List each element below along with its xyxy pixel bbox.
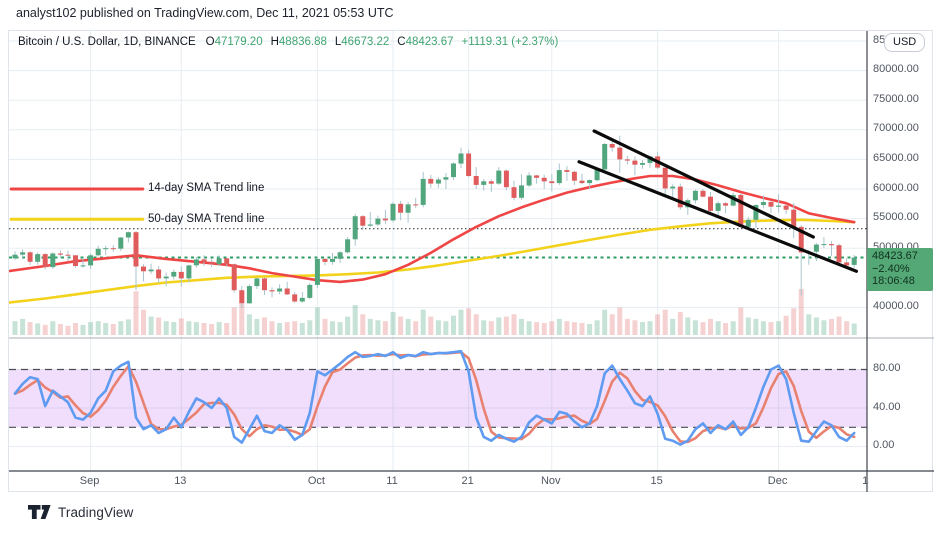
stochastic-tick-label: 0.00 xyxy=(873,439,895,451)
price-tick-label: 65000.00 xyxy=(873,151,919,164)
tradingview-logo[interactable]: TradingView xyxy=(28,505,133,520)
change-value: +1119.31 (+2.37%) xyxy=(461,36,559,48)
sma50-annotation-label: 50-day SMA Trend line xyxy=(148,213,265,225)
time-tick-label: 15 xyxy=(650,475,663,487)
high-label: H xyxy=(270,36,279,48)
price-tick-label: 80000.00 xyxy=(873,63,919,76)
time-tick-label: Nov xyxy=(540,475,561,487)
badge-countdown: 18:06:48 xyxy=(872,275,915,288)
symbol-title: Bitcoin / U.S. Dollar, 1D, BINANCE xyxy=(18,36,196,48)
badge-change-pct: −2.40% xyxy=(872,262,910,275)
time-tick-label: 13 xyxy=(174,475,187,487)
time-tick-label: Dec xyxy=(767,475,788,487)
low-value: 46673.22 xyxy=(341,36,390,48)
price-tick-label: 60000.00 xyxy=(873,181,919,194)
chart-widget[interactable] xyxy=(8,30,934,492)
close-label: C xyxy=(397,36,406,48)
time-tick-label: 11 xyxy=(386,475,398,487)
currency-toggle-button[interactable]: USD xyxy=(884,33,926,52)
time-tick-label: Oct xyxy=(307,475,325,487)
close-value: 48423.67 xyxy=(405,36,454,48)
sma14-annotation-label: 14-day SMA Trend line xyxy=(148,182,265,194)
tradingview-logo-text: TradingView xyxy=(58,505,134,520)
time-tick-label: 21 xyxy=(461,475,474,487)
open-value: 47179.20 xyxy=(214,36,263,48)
low-label: L xyxy=(334,36,342,48)
badge-price: 48423.67 xyxy=(872,250,918,262)
price-tick-label: 70000.00 xyxy=(873,122,919,135)
time-tick-label: Sep xyxy=(79,475,100,487)
price-tick-label: 75000.00 xyxy=(873,92,919,105)
last-price-badge[interactable]: 48423.67 −2.40% 18:06:48 xyxy=(867,248,933,291)
stochastic-tick-label: 80.00 xyxy=(873,362,901,374)
tradingview-logo-icon xyxy=(28,505,51,519)
time-axis[interactable]: Sep 13 Oct 11 21 Nov 15 Dec 13 xyxy=(8,473,869,491)
price-tick-label: 40000.00 xyxy=(873,299,919,312)
time-tick-label: 13 xyxy=(862,475,869,487)
open-label: O xyxy=(205,36,215,48)
symbol-ohlc-header: Bitcoin / U.S. Dollar, 1D, BINANCE O47179… xyxy=(18,36,558,48)
publish-attribution: analyst102 published on TradingView.com,… xyxy=(16,6,394,20)
stochastic-tick-label: 40.00 xyxy=(873,400,901,413)
price-tick-label: 55000.00 xyxy=(873,211,919,224)
high-value: 48836.88 xyxy=(278,36,327,48)
